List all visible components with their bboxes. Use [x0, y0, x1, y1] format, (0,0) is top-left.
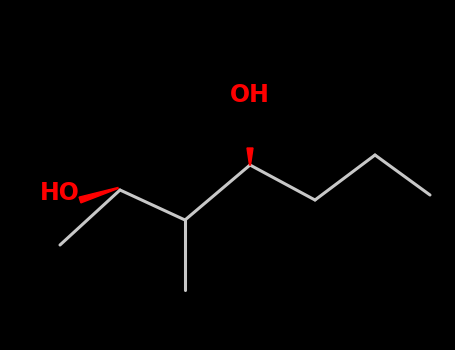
Polygon shape [79, 188, 118, 203]
Text: HO: HO [40, 181, 80, 205]
Polygon shape [247, 148, 253, 165]
Text: OH: OH [230, 83, 270, 107]
